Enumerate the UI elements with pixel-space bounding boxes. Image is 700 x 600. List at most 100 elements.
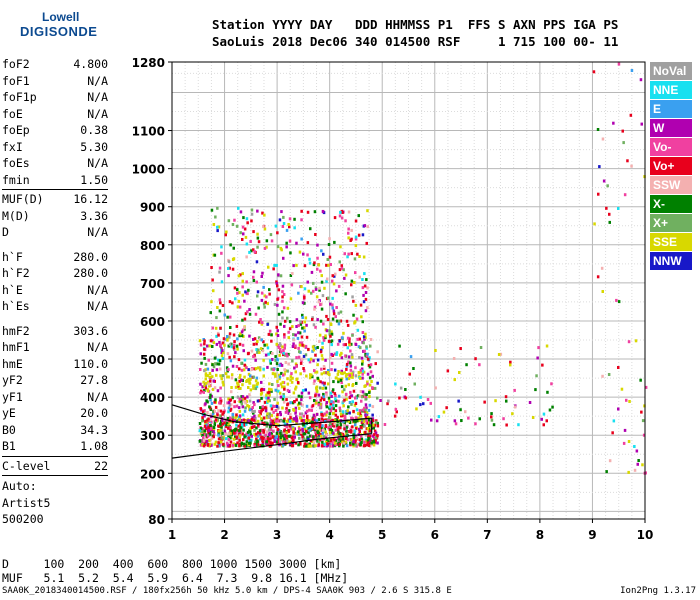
echo-point [255, 432, 258, 436]
logo-digisonde: DIGISONDE [20, 24, 98, 39]
echo-point [252, 342, 256, 346]
param-label: foEs [2, 156, 30, 170]
echo-point [212, 289, 215, 293]
echo-point [227, 438, 231, 442]
echo-point [227, 344, 230, 348]
echo-point [313, 261, 316, 265]
echo-point [366, 225, 369, 229]
echo-point [301, 437, 305, 441]
echo-point [292, 408, 295, 411]
echo-point [207, 358, 210, 362]
echo-point [301, 429, 305, 433]
echo-point [330, 332, 334, 336]
chart-points [198, 62, 648, 475]
echo-point [225, 441, 229, 445]
echo-point [198, 339, 202, 343]
echo-point [316, 346, 319, 349]
echo-point [331, 444, 334, 448]
echo-point [322, 338, 326, 342]
echo-point [310, 291, 313, 295]
echo-point [251, 422, 255, 426]
echo-point [213, 409, 217, 413]
echo-point [258, 399, 261, 403]
echo-point [270, 407, 274, 411]
echo-point [249, 240, 252, 243]
echo-point [240, 361, 243, 365]
echo-point [321, 431, 324, 435]
echo-point [324, 336, 327, 340]
echo-point [635, 449, 639, 453]
param-label: fxI [2, 139, 23, 154]
echo-point [329, 263, 332, 266]
echo-point [258, 368, 262, 372]
echo-point [302, 432, 305, 436]
echo-point [303, 301, 306, 305]
echo-point [357, 233, 361, 237]
echo-point [213, 356, 217, 360]
echo-point [376, 396, 379, 400]
echo-point [262, 367, 265, 371]
echo-point [254, 387, 258, 391]
echo-point [280, 438, 283, 442]
echo-point [350, 228, 353, 232]
echo-point [295, 318, 299, 322]
echo-point [376, 424, 380, 428]
echo-point [254, 417, 257, 420]
echo-point [331, 441, 334, 445]
echo-point [238, 379, 241, 383]
echo-point [346, 255, 349, 259]
echo-point [267, 265, 270, 269]
echo-point [253, 443, 256, 447]
echo-point [232, 257, 236, 261]
echo-point [201, 427, 204, 431]
echo-point [246, 404, 249, 408]
echo-point [202, 438, 206, 442]
echo-point [243, 444, 246, 448]
echo-point [509, 363, 512, 367]
echo-point [395, 410, 398, 414]
echo-point [199, 407, 202, 411]
echo-point [330, 352, 333, 356]
echo-point [207, 428, 210, 432]
echo-point [320, 426, 323, 429]
echo-point [263, 213, 266, 217]
echo-point [365, 393, 368, 397]
echo-point [354, 271, 357, 275]
x-tick-label: 2 [220, 528, 228, 542]
echo-point [322, 418, 326, 422]
echo-point [289, 297, 293, 301]
echo-point [220, 280, 224, 284]
echo-point [319, 438, 322, 442]
echo-point [269, 404, 273, 408]
echo-point [279, 350, 283, 354]
echo-point [249, 374, 252, 378]
echo-point [404, 396, 408, 400]
echo-point [287, 330, 290, 334]
echo-point [274, 421, 278, 425]
echo-point [276, 428, 280, 432]
echo-point [338, 268, 342, 272]
echo-point [268, 444, 272, 448]
echo-point [230, 345, 233, 349]
echo-point [229, 359, 233, 363]
echo-point [315, 412, 319, 416]
echo-point [233, 340, 236, 344]
echo-point [307, 408, 311, 412]
echo-point [268, 329, 272, 333]
echo-point [281, 310, 284, 314]
echo-point [365, 278, 368, 282]
echo-point [222, 410, 225, 414]
param-value: 5.30 [80, 139, 108, 154]
echo-point [217, 433, 220, 437]
echo-point [245, 366, 248, 370]
echo-point [258, 351, 261, 354]
echo-point [365, 411, 369, 414]
echo-point [226, 352, 230, 356]
echo-point [322, 428, 325, 432]
echo-point [320, 249, 323, 253]
echo-point [283, 343, 287, 347]
echo-point [213, 423, 216, 427]
echo-point [281, 345, 284, 349]
echo-point [242, 438, 245, 442]
echo-point [316, 439, 319, 443]
